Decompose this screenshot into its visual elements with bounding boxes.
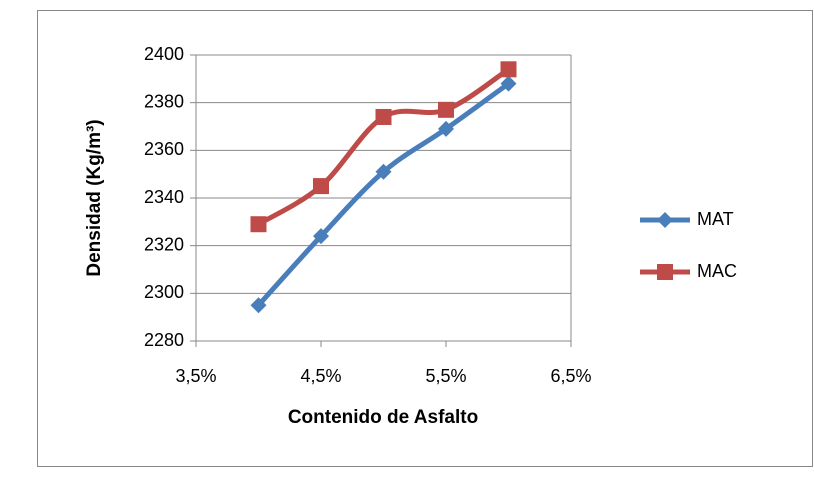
marker (250, 216, 267, 233)
marker (375, 108, 392, 125)
y-tick-label: 2400 (144, 44, 184, 64)
legend-label: MAT (697, 209, 734, 229)
y-tick-label: 2300 (144, 282, 184, 302)
x-tick-label: 3,5% (175, 366, 216, 386)
marker (313, 228, 329, 245)
marker (250, 297, 267, 314)
marker (438, 101, 454, 118)
y-tick-label: 2280 (144, 330, 184, 350)
chart-frame (37, 10, 813, 467)
marker (500, 75, 517, 92)
legend-label: MAC (697, 261, 737, 281)
x-tick-label: 6,5% (550, 366, 591, 386)
y-tick-label: 2380 (144, 91, 184, 111)
legend-marker (657, 212, 673, 228)
x-tick-label: 4,5% (300, 366, 341, 386)
legend-marker (657, 264, 673, 280)
y-tick-label: 2360 (144, 139, 184, 159)
y-axis-title: Densidad (Kg/m³) (84, 119, 105, 276)
marker (500, 61, 517, 78)
x-axis-title: Contenido de Asfalto (288, 407, 478, 428)
y-tick-label: 2340 (144, 187, 184, 207)
y-tick-label: 2320 (144, 234, 184, 254)
marker (375, 163, 392, 180)
marker (438, 120, 454, 137)
marker (313, 178, 329, 195)
x-tick-label: 5,5% (425, 366, 466, 386)
